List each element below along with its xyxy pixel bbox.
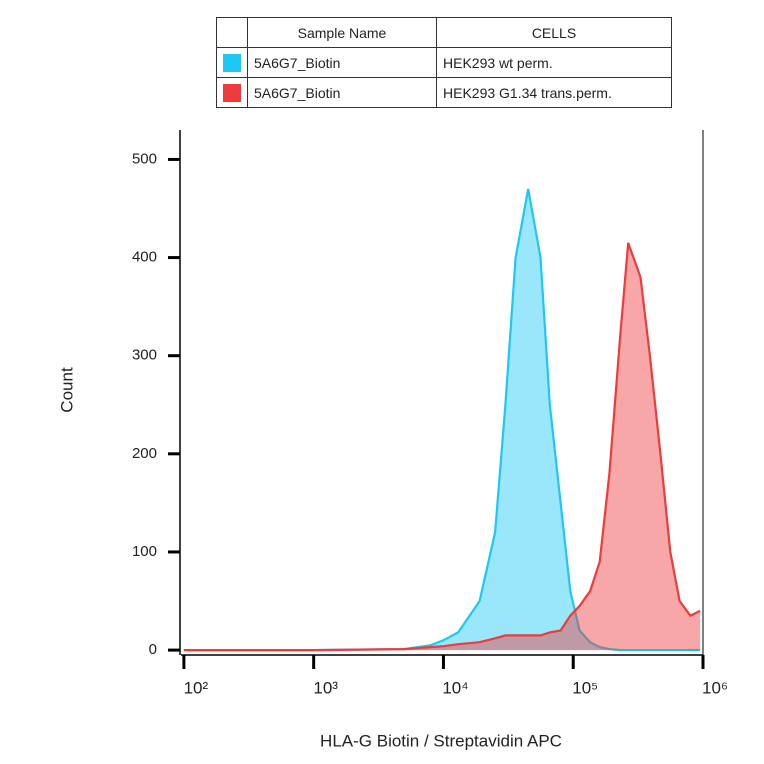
legend-body: 5A6G7_Biotin HEK293 wt perm. 5A6G7_Biotin H… bbox=[216, 47, 672, 108]
x-tick-label: 10⁴ bbox=[442, 678, 468, 697]
y-tick-label: 400 bbox=[132, 249, 157, 266]
legend: Sample Name CELLS 5A6G7_Biotin HEK293 wt … bbox=[216, 17, 672, 108]
area-fill bbox=[183, 242, 701, 651]
legend-swatch-cell bbox=[216, 47, 248, 78]
legend-cells: HEK293 G1.34 trans.perm. bbox=[436, 77, 672, 108]
x-tick-label: 10⁶ bbox=[702, 678, 728, 697]
x-tick-label: 10⁵ bbox=[572, 678, 598, 697]
legend-label: 5A6G7_Biotin bbox=[247, 77, 437, 108]
y-tick-label: 500 bbox=[132, 150, 157, 167]
legend-row: 5A6G7_Biotin HEK293 G1.34 trans.perm. bbox=[216, 77, 672, 108]
legend-swatch bbox=[223, 83, 241, 102]
legend-swatch bbox=[223, 53, 241, 72]
legend-row: 5A6G7_Biotin HEK293 wt perm. bbox=[216, 47, 672, 78]
y-tick-label: 0 bbox=[149, 641, 157, 658]
y-tick-label: 200 bbox=[132, 445, 157, 462]
legend-swatch-cell bbox=[216, 77, 248, 108]
legend-cells: HEK293 wt perm. bbox=[436, 47, 672, 78]
area-line bbox=[183, 242, 701, 652]
x-tick-label: 10² bbox=[184, 678, 209, 697]
y-axis-title: Count bbox=[57, 367, 76, 413]
x-axis-title: HLA-G Biotin / Streptavidin APC bbox=[320, 731, 562, 750]
area-line bbox=[183, 188, 701, 652]
y-tick-label: 300 bbox=[132, 347, 157, 364]
y-tick-label: 100 bbox=[132, 543, 157, 560]
x-tick-label: 10³ bbox=[313, 678, 338, 697]
